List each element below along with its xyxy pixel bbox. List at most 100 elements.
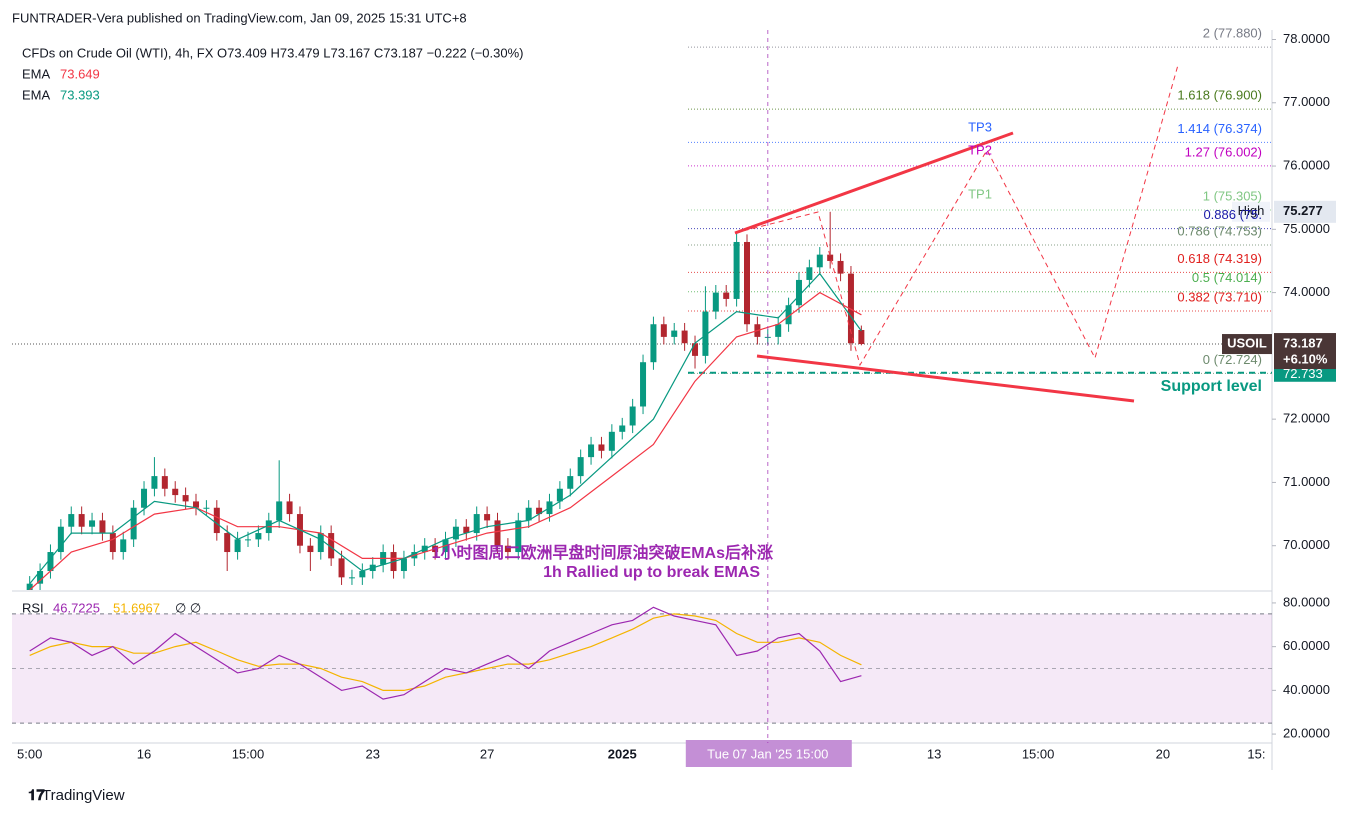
legend: CFDs on Crude Oil (WTI), 4h, FX O73.409 … — [22, 45, 524, 60]
fib-label: 0.886 (75. — [1203, 207, 1262, 222]
ema-legend-name: EMA — [22, 66, 51, 81]
candle-body — [151, 476, 158, 489]
candle-body — [172, 488, 179, 496]
fib-label: 1.414 (76.374) — [1177, 121, 1262, 136]
rsi-tick-label: 40.0000 — [1283, 682, 1330, 697]
price-pane — [12, 46, 1272, 590]
candle-body — [193, 501, 200, 508]
rsi-line — [29, 606, 862, 700]
candle-body — [795, 279, 802, 306]
candle-body — [89, 520, 96, 527]
support-value: 72.733 — [1283, 366, 1323, 381]
candle-body — [328, 533, 335, 559]
axes: 70.0000 71.0000 72.0000 74.0000 75.0000 76.00… — [17, 31, 1336, 767]
candle-body — [317, 533, 324, 553]
candle-body — [26, 583, 33, 590]
candle-body — [359, 571, 366, 578]
fib-label: 0 (72.724) — [1203, 352, 1262, 367]
candle-body — [286, 501, 293, 515]
candle-body — [525, 507, 532, 521]
candle-body — [504, 545, 511, 553]
rsi-legend-ma: 51.6967 — [113, 600, 160, 615]
rsi-tick-label: 60.0000 — [1283, 638, 1330, 653]
fib-label: 0.618 (74.319) — [1177, 251, 1262, 266]
candle-body — [712, 292, 719, 312]
candle-body — [338, 558, 345, 578]
candle-body — [567, 476, 574, 489]
candle-body — [234, 539, 241, 553]
trend-line — [756, 354, 1135, 403]
fib-label: 1 (75.305) — [1203, 188, 1262, 203]
candle-body — [847, 273, 854, 344]
y-tick-label: 74.0000 — [1283, 284, 1330, 299]
candle-body — [203, 507, 210, 509]
tp-label: TP1 — [968, 186, 992, 201]
candle-body — [640, 362, 647, 407]
x-tick-label: 27 — [480, 746, 494, 761]
candle-body — [130, 507, 137, 540]
fib-label: 0.5 (74.014) — [1192, 270, 1262, 285]
x-tick-label: 15:00 — [1022, 746, 1055, 761]
candle-body — [785, 305, 792, 325]
candle-body — [276, 501, 283, 521]
candle-body — [556, 488, 563, 502]
candle-body — [348, 577, 355, 579]
x-tick-label: 2025 — [608, 746, 637, 761]
candle-body — [702, 311, 709, 356]
logo-mark: 𝟏𝟕 — [28, 787, 45, 804]
candle-body — [99, 520, 106, 534]
candle-body — [827, 254, 834, 261]
rsi-band — [12, 613, 1272, 724]
x-tick-label: Tue 07 Jan '25 15:00 — [707, 746, 828, 761]
high-value: 75.277 — [1283, 203, 1323, 218]
candle-body — [660, 324, 667, 337]
price-tag-bg — [1274, 333, 1336, 370]
candle-body — [494, 520, 501, 546]
candle-body — [671, 330, 678, 337]
y-tick-label: 76.0000 — [1283, 157, 1330, 172]
symbol-tag-bg — [1222, 334, 1272, 355]
fib-label: 0.786 (74.753) — [1177, 223, 1262, 238]
footer: TradingView — [42, 787, 125, 804]
x-tick-label: 15:00 — [232, 746, 265, 761]
candle-body — [224, 533, 231, 553]
candle-body — [858, 329, 865, 345]
support-label: Support level — [1161, 378, 1262, 395]
candle-body — [733, 241, 740, 299]
candle-body — [255, 533, 262, 540]
candle-body — [463, 526, 470, 534]
x-tick-label: 20 — [1156, 746, 1170, 761]
fib-label: 1.618 (76.900) — [1177, 88, 1262, 103]
y-tick-label: 72.0000 — [1283, 411, 1330, 426]
y-tick-label: 75.0000 — [1283, 221, 1330, 236]
x-tick-label: 16 — [137, 746, 151, 761]
y-tick-label: 78.0000 — [1283, 31, 1330, 46]
ema-legend-value: 73.393 — [60, 87, 100, 102]
candle-body — [598, 444, 605, 451]
candle-body — [650, 324, 657, 363]
y-tick-label: 71.0000 — [1283, 474, 1330, 489]
tp-label: TP3 — [968, 119, 992, 134]
candle-body — [37, 571, 44, 584]
header: FUNTRADER-Vera published on TradingView.… — [12, 10, 467, 25]
high-value-bg — [1274, 200, 1336, 223]
candle-body — [723, 292, 730, 299]
candle-body — [141, 488, 148, 508]
rsi-legend-extra: ∅ ∅ — [175, 600, 201, 615]
fib-label: 2 (77.880) — [1203, 26, 1262, 41]
candle-body — [588, 444, 595, 458]
rsi-ma-line — [29, 613, 862, 691]
candle-body — [120, 539, 127, 553]
candle-body — [515, 520, 522, 553]
candle-body — [837, 260, 844, 274]
note: 1h Rallied up to break EMAS — [543, 564, 760, 581]
price-value: 73.187 — [1283, 335, 1323, 350]
candle-body — [182, 495, 189, 502]
candle-body — [68, 514, 75, 527]
ema-legend-name: EMA — [22, 87, 51, 102]
candle-body — [213, 507, 220, 534]
candle-body — [484, 514, 491, 521]
candle-body — [608, 431, 615, 451]
ema-legend-value: 73.649 — [60, 66, 100, 81]
